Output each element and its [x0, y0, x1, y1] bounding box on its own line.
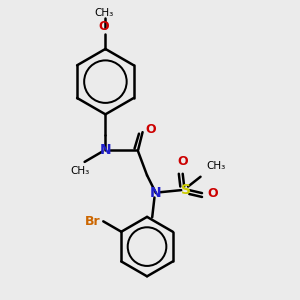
Text: O: O: [99, 20, 109, 33]
Text: N: N: [150, 186, 162, 200]
Text: N: N: [100, 143, 111, 157]
Text: O: O: [177, 155, 188, 168]
Text: CH₃: CH₃: [206, 161, 226, 171]
Text: CH₃: CH₃: [70, 166, 90, 176]
Text: O: O: [207, 187, 218, 200]
Text: S: S: [181, 183, 191, 197]
Text: O: O: [146, 123, 156, 136]
Text: CH₃: CH₃: [94, 8, 114, 18]
Text: Br: Br: [85, 215, 100, 228]
